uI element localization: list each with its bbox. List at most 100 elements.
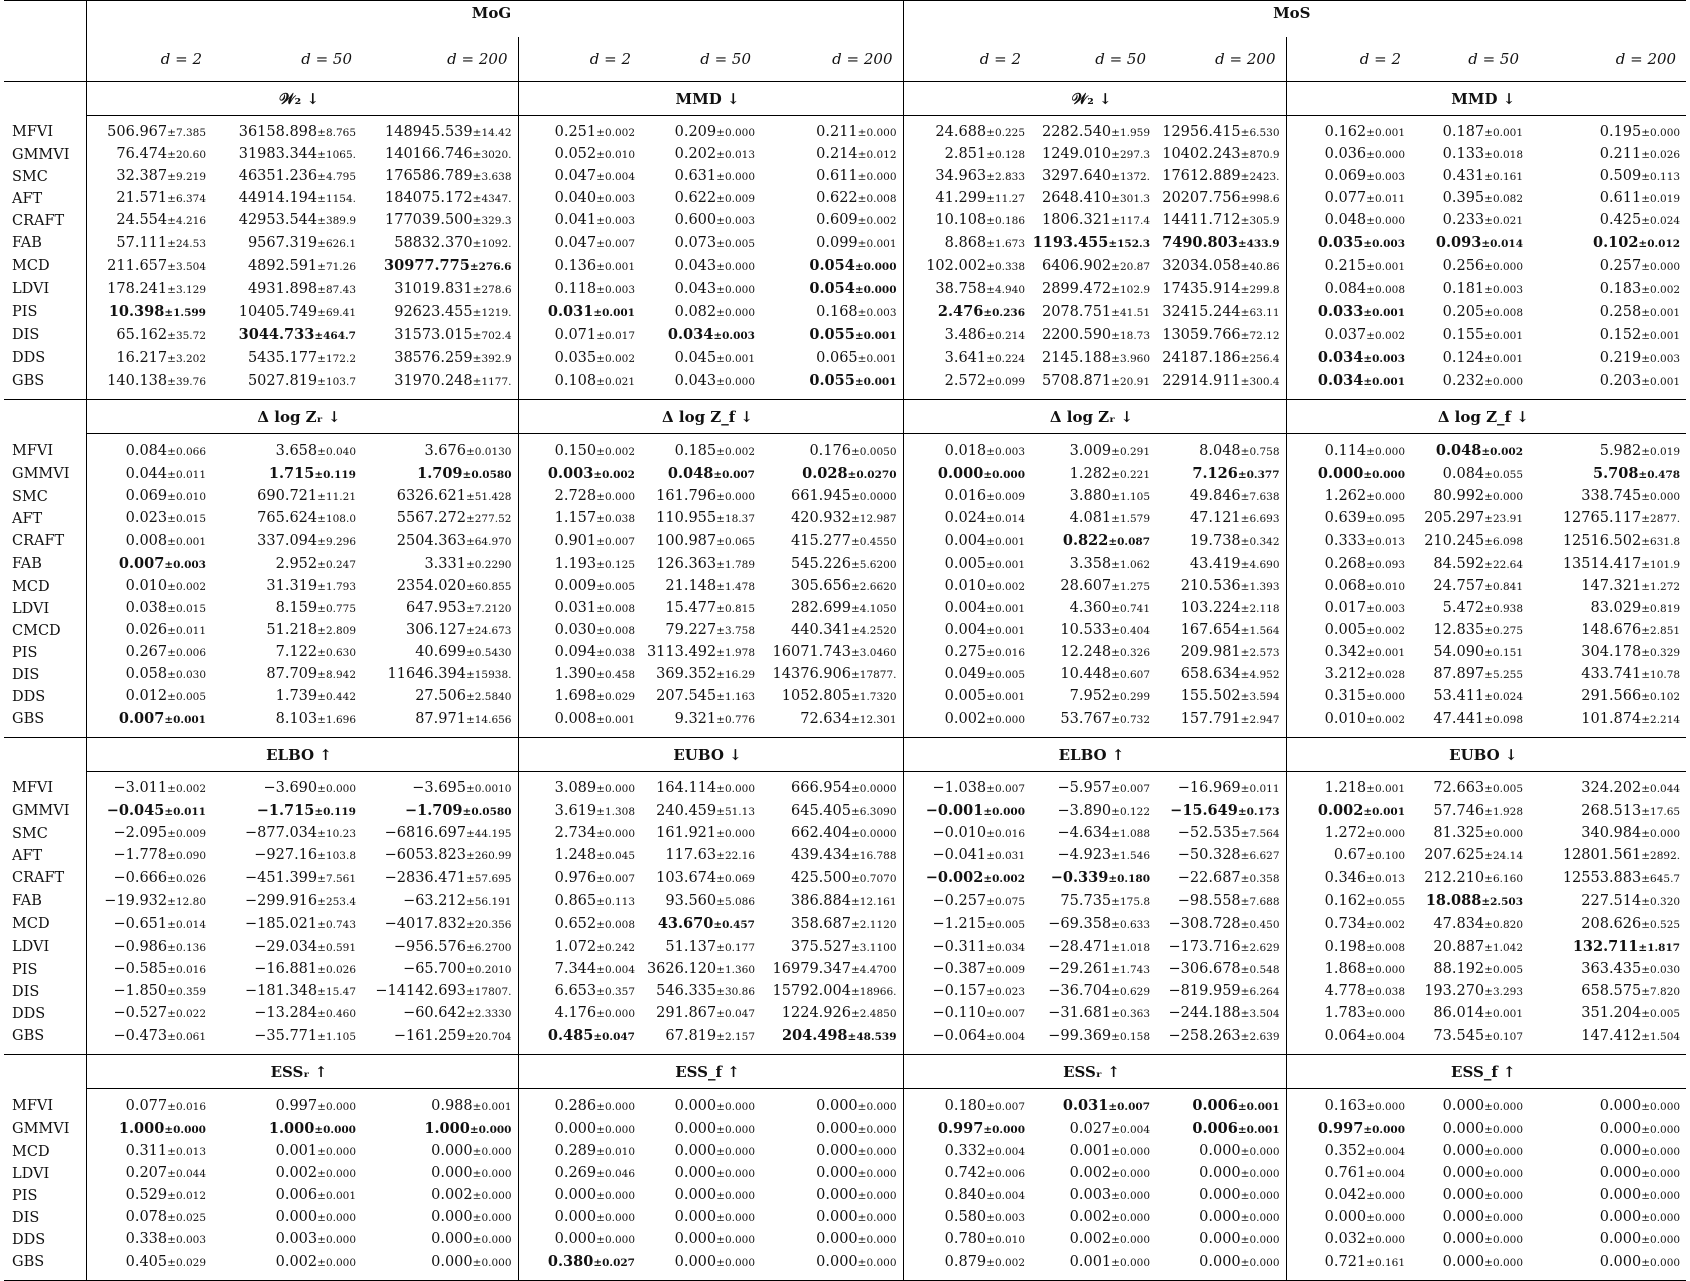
value-cell: 10.448±0.607 bbox=[1031, 664, 1156, 686]
method-name: LDVI bbox=[12, 281, 50, 297]
std-value: ±87.43 bbox=[317, 283, 356, 296]
std-value: ±702.4 bbox=[472, 329, 512, 342]
value-cell: 36158.898±8.765 bbox=[212, 116, 362, 145]
method-name: PIS bbox=[12, 304, 38, 320]
mean-value: 0.67 bbox=[1333, 847, 1367, 863]
mean-value: 0.187 bbox=[1442, 124, 1485, 140]
std-value: ±9.219 bbox=[167, 171, 206, 183]
std-value: ±0.003 bbox=[1363, 238, 1406, 250]
value-cell: 1.262±0.000 bbox=[1285, 486, 1412, 508]
value-cell: −451.399±7.561 bbox=[212, 867, 362, 890]
value-cell: 177039.500±329.3 bbox=[362, 210, 518, 232]
value-cell: 439.434±16.788 bbox=[761, 845, 903, 867]
std-value: ±0.013 bbox=[1366, 535, 1406, 548]
value-cell: 58832.370±1092. bbox=[362, 232, 518, 255]
std-value: ±0.000 bbox=[716, 491, 755, 503]
std-value: ±0.000 bbox=[854, 261, 897, 273]
value-cell: 0.002±0.000 bbox=[1031, 1163, 1156, 1185]
value-cell: 647.953±7.2120 bbox=[362, 598, 518, 620]
mean-value: 0.431 bbox=[1442, 168, 1485, 184]
dimension-header: d = 200 bbox=[447, 50, 508, 68]
mean-value: 0.006 bbox=[275, 1187, 318, 1203]
std-value: ±0.225 bbox=[986, 127, 1026, 139]
std-value: ±998.6 bbox=[1240, 193, 1280, 205]
value-cell: 65.162±35.72 bbox=[85, 324, 212, 347]
std-value: ±6.3090 bbox=[850, 805, 897, 818]
mean-value: 420.932 bbox=[791, 510, 851, 526]
std-value: ±0.0580 bbox=[462, 469, 512, 481]
mean-value: 658.575 bbox=[1581, 983, 1642, 999]
value-cell: 0.010±0.002 bbox=[1285, 708, 1412, 738]
std-value: ±1092. bbox=[472, 237, 512, 250]
value-cell: 0.000±0.000 bbox=[517, 1118, 641, 1141]
std-value: ±0.005 bbox=[716, 237, 755, 250]
value-cell: 12516.502±631.8 bbox=[1529, 530, 1686, 553]
std-value: ±1.928 bbox=[1484, 805, 1524, 818]
mean-value: 8.868 bbox=[944, 234, 987, 251]
value-cell: 0.609±0.002 bbox=[761, 210, 903, 232]
std-value: ±0.000 bbox=[716, 783, 755, 795]
metric-header: ELBO ↑ bbox=[85, 737, 518, 772]
mean-value: 24.554 bbox=[116, 212, 168, 228]
value-cell: 10402.243±870.9 bbox=[1156, 144, 1286, 166]
mean-value: 0.034 bbox=[1317, 372, 1364, 389]
mean-value: 1.709 bbox=[417, 465, 463, 482]
std-value: ±0.000 bbox=[716, 1100, 755, 1113]
std-value: ±0.000 bbox=[1641, 491, 1681, 503]
std-value: ±1.673 bbox=[986, 237, 1026, 250]
std-value: ±0.000 bbox=[1641, 260, 1681, 273]
std-value: ±0.000 bbox=[596, 1008, 635, 1020]
std-value: ±172.2 bbox=[317, 352, 356, 365]
value-cell: 658.575±7.820 bbox=[1529, 981, 1686, 1003]
std-value: ±0.000 bbox=[716, 828, 755, 840]
mean-value: 0.207 bbox=[125, 1165, 168, 1181]
mean-value: −13.284 bbox=[254, 1005, 318, 1021]
mean-value: 0.041 bbox=[554, 212, 597, 228]
value-cell: 0.041±0.003 bbox=[517, 210, 641, 232]
std-value: ±0.000 bbox=[317, 1100, 356, 1113]
value-cell: 5567.272±277.52 bbox=[362, 508, 518, 530]
std-value: ±69.41 bbox=[317, 306, 356, 319]
value-cell: 0.600±0.003 bbox=[641, 210, 761, 232]
mean-value: 0.000 bbox=[674, 1209, 717, 1225]
std-value: ±64.970 bbox=[465, 535, 512, 548]
mean-value: 0.721 bbox=[1324, 1253, 1367, 1270]
value-cell: 0.000±0.000 bbox=[1529, 1251, 1687, 1281]
std-value: ±17807. bbox=[465, 986, 512, 998]
std-value: ±0.003 bbox=[596, 215, 635, 227]
std-value: ±0.000 bbox=[1484, 1212, 1524, 1224]
dimension-header: d = 50 bbox=[301, 50, 352, 68]
value-cell: 0.338±0.003 bbox=[85, 1229, 212, 1251]
value-cell: 0.622±0.009 bbox=[641, 188, 761, 210]
std-value: ±0.000 bbox=[1641, 1256, 1681, 1269]
mean-value: 31970.248 bbox=[394, 372, 473, 389]
mean-value: 0.055 bbox=[809, 326, 855, 343]
value-cell: 2354.020±60.855 bbox=[362, 576, 518, 598]
value-cell: 15792.004±18966. bbox=[761, 981, 903, 1003]
std-value: ±0.044 bbox=[1641, 783, 1681, 795]
mean-value: 2.728 bbox=[554, 488, 597, 504]
value-cell: 7.952±0.299 bbox=[1031, 686, 1156, 708]
value-cell: 10.533±0.404 bbox=[1031, 620, 1156, 642]
value-cell: 0.631±0.000 bbox=[641, 166, 761, 188]
value-cell: 658.634±4.952 bbox=[1156, 664, 1286, 686]
method-name: CMCD bbox=[12, 622, 61, 639]
std-value: ±0.007 bbox=[596, 237, 635, 250]
value-cell: −306.678±0.548 bbox=[1156, 959, 1286, 981]
std-value: ±1.478 bbox=[716, 581, 755, 593]
mean-value: 0.002 bbox=[1317, 802, 1364, 819]
value-cell: 415.277±0.4550 bbox=[761, 530, 903, 553]
value-cell: −0.045±0.011 bbox=[85, 800, 212, 823]
mean-value: 0.155 bbox=[1442, 326, 1485, 343]
mean-value: −0.157 bbox=[932, 983, 987, 999]
mean-value: −0.010 bbox=[932, 825, 987, 841]
std-value: ±0.000 bbox=[1641, 1212, 1681, 1224]
mean-value: 67.819 bbox=[665, 1027, 717, 1044]
mean-value: 0.028 bbox=[802, 465, 848, 482]
value-cell: 204.498±48.539 bbox=[761, 1025, 903, 1055]
std-value: ±0.001 bbox=[1484, 127, 1524, 139]
value-cell: 1.248±0.045 bbox=[517, 845, 641, 867]
value-cell: −0.010±0.016 bbox=[902, 823, 1032, 845]
mean-value: 3.486 bbox=[944, 326, 987, 343]
